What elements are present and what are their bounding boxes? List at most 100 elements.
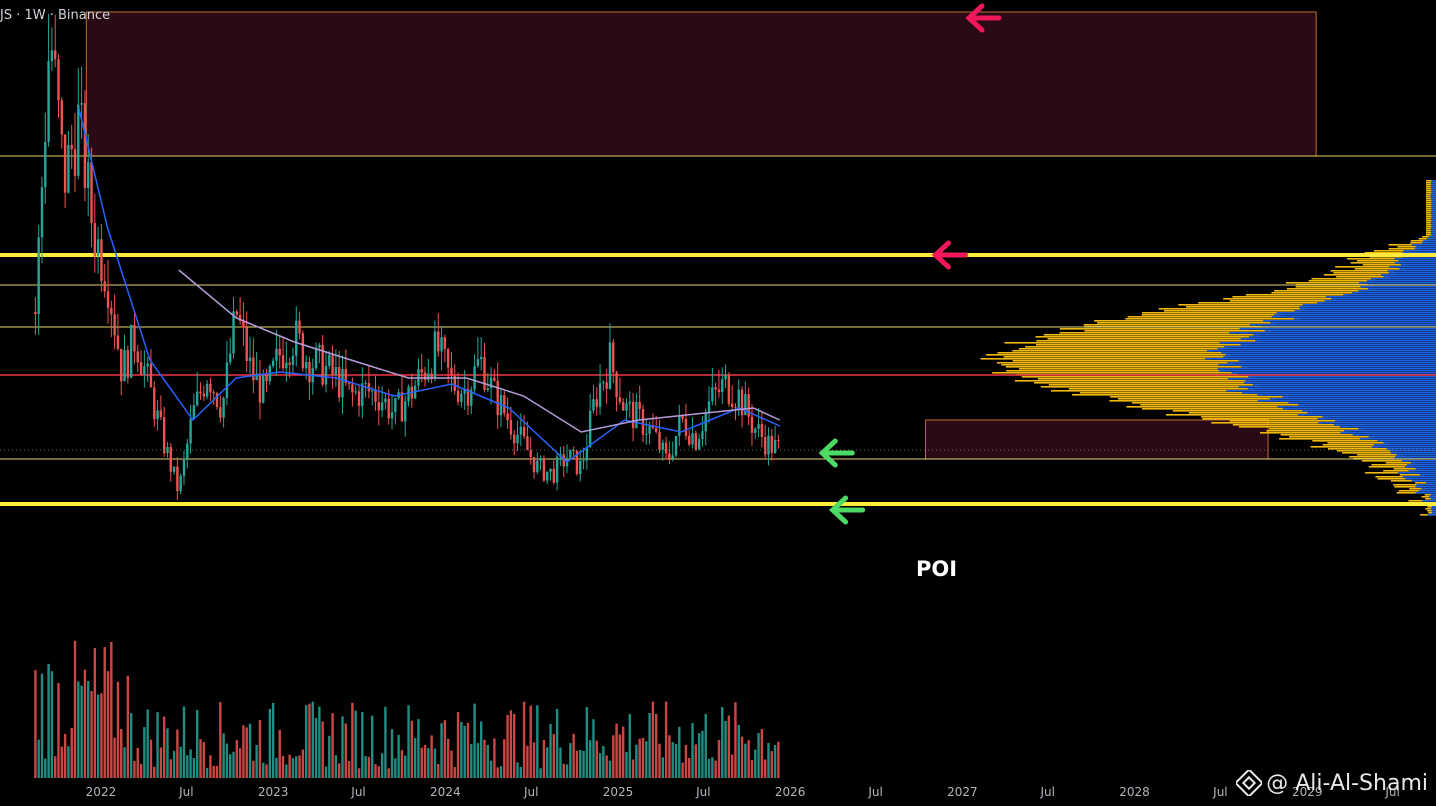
volume-profile-bar-up [1059,332,1236,334]
volume-bar [740,736,744,778]
volume-profile-bar-up [1141,408,1289,410]
volume-bar [407,705,410,778]
volume-profile-bar-up [1165,414,1305,416]
volume-bar [410,720,414,778]
candle-body [334,367,338,375]
candle-body [456,390,460,402]
volume-profile-bar-down [1249,324,1436,326]
volume-bar [288,754,291,778]
volume-profile-bar-down [1368,436,1436,438]
candle-body [344,368,347,383]
volume-profile-bar-down [1344,430,1436,432]
volume-profile-bar-up [1330,270,1394,272]
volume-bar [641,737,645,778]
volume-profile-bar-down [1360,286,1436,288]
volume-bar [499,766,503,778]
candle-body [371,390,374,392]
volume-profile-bar-up [1279,438,1367,440]
candle-body [123,350,126,382]
volume-bar [404,755,407,778]
volume-profile-bar-down [1402,476,1436,478]
candle-body [526,436,529,451]
candle-body [116,335,120,349]
volume-profile-bar-down [1431,192,1436,194]
volume-profile-bar-up [1025,346,1231,348]
volume-bar [60,746,63,778]
candle-body [757,424,760,429]
volume-bar [417,719,420,778]
candle-body [562,454,565,467]
volume-bar [605,755,608,778]
volume-bar [430,735,433,778]
volume-profile-bar-down [1282,396,1436,398]
volume-bar [308,703,311,778]
volume-bar [394,758,397,778]
candle-body [232,311,235,354]
volume-profile-bar-down [1241,366,1436,368]
volume-bar [621,726,625,778]
volume-bar [423,745,427,778]
volume-bar [295,756,298,778]
volume-bar [658,743,661,778]
candle-body [631,401,635,429]
volume-profile-bar-up [1427,506,1436,508]
candle-body [215,393,219,408]
volume-bar [691,723,694,778]
candle-body [176,466,179,492]
x-tick-label: Jul [523,785,538,799]
candle-body [744,394,747,416]
candle-body [40,187,44,238]
volume-bar [278,729,281,778]
supply-zone-0 [85,11,1317,157]
volume-profile-bar-down [1389,450,1436,452]
candle-body [760,424,764,438]
volume-profile-bar-down [1431,224,1436,226]
volume-bar [711,757,714,778]
volume-profile-bar-down [1421,488,1436,490]
volume-profile-bar-up [1271,292,1359,294]
candle-body [301,333,305,369]
volume-profile-bar-up [1110,396,1289,398]
candle-body [295,320,298,356]
volume-bar [262,762,265,778]
volume-bar [189,749,192,778]
candle-body [638,401,641,409]
volume-profile-bar-down [1431,200,1436,202]
volume-profile-bar-up [1385,462,1417,464]
volume-profile-bar-down [1282,408,1436,410]
candle-body [701,431,704,440]
candle-body [595,399,598,407]
volume-profile-bar-down [1324,300,1436,302]
volume-bar [341,716,344,778]
candle-body [767,435,770,455]
candle-body [655,428,658,432]
volume-bar [618,734,622,778]
volume-profile-bar-down [1425,482,1436,484]
volume-bar [509,710,513,778]
volume-bar [40,673,44,778]
x-tick-label: 2029 [1292,785,1323,799]
volume-profile-bar-up [1409,488,1428,490]
volume-profile-bar-down [1431,204,1436,206]
volume-profile-bar-down [1371,446,1436,448]
volume-bar [717,739,721,778]
x-tick-label: Jul [350,785,365,799]
volume-bar [123,747,126,778]
volume-bar [331,713,334,778]
volume-bar [552,734,556,778]
volume-profile-bar-up [1418,238,1433,240]
candle-body [724,374,727,380]
volume-bar [364,756,367,778]
candle-body [463,388,466,394]
candle-body [291,355,295,365]
volume-profile-bar-down [1431,210,1436,212]
volume-profile-bar-down [1218,370,1436,372]
volume-bar [367,756,371,778]
volume-bar [489,760,493,778]
volume-bar [427,748,430,778]
volume-bar [397,734,400,778]
volume-profile-bar-down [1373,444,1436,446]
volume-bar [661,757,665,778]
volume-profile-bar-up [1347,258,1401,260]
